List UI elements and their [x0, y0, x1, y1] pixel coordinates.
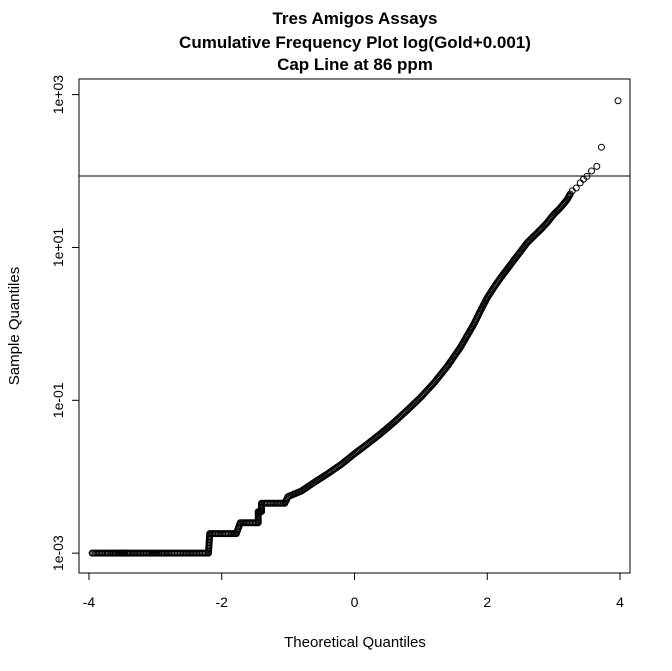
y-tick-label: 1e+03 — [50, 75, 66, 115]
x-tick-label: 2 — [483, 594, 491, 610]
data-point — [118, 549, 126, 557]
y-tick-label: 1e-01 — [50, 382, 66, 418]
y-axis: 1e-03 1e-01 1e+01 1e+03 — [50, 75, 79, 571]
x-tick-label: -4 — [83, 594, 96, 610]
y-tick-label: 1e+01 — [50, 228, 66, 268]
data-point — [583, 172, 591, 180]
data-points — [88, 97, 622, 557]
x-tick-label: 0 — [351, 594, 359, 610]
chart-title-line-1: Tres Amigos Assays — [272, 9, 437, 28]
y-axis-label: Sample Quantiles — [6, 267, 23, 385]
data-point — [588, 167, 595, 175]
data-point — [123, 549, 131, 557]
x-tick-label: 4 — [616, 594, 624, 610]
y-tick-label: 1e-03 — [50, 535, 66, 571]
x-axis: -4 -2 0 2 4 — [83, 572, 624, 610]
x-tick-label: -2 — [216, 594, 229, 610]
data-point — [597, 143, 605, 151]
data-point — [572, 184, 580, 192]
data-point — [593, 162, 601, 170]
data-point — [104, 549, 112, 557]
data-point — [112, 549, 120, 557]
chart-title-line-3: Cap Line at 86 ppm — [277, 55, 433, 74]
chart-title-line-2: Cumulative Frequency Plot log(Gold+0.001… — [179, 33, 531, 52]
x-axis-label: Theoretical Quantiles — [284, 634, 426, 651]
data-point — [614, 97, 622, 105]
data-point — [88, 549, 96, 557]
